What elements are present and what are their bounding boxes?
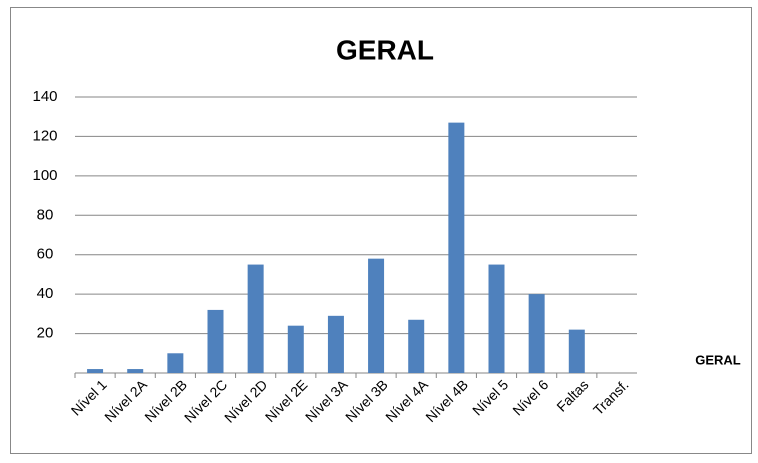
y-tick-label: 60 [37, 246, 54, 263]
bar [167, 353, 184, 373]
bar [368, 258, 385, 373]
bar [448, 122, 465, 373]
bar [87, 369, 104, 373]
y-tick-label: 80 [37, 206, 54, 223]
y-tick-label: 120 [32, 127, 57, 144]
y-tick-label: 40 [37, 285, 54, 302]
bar [568, 329, 585, 373]
chart-title: GERAL [336, 34, 434, 65]
bar [408, 319, 425, 373]
y-tick-label: 140 [32, 88, 57, 105]
bar [127, 369, 144, 373]
bar [327, 315, 344, 373]
y-tick-label: 100 [32, 167, 57, 184]
bar [287, 325, 304, 373]
y-tick-label: 20 [37, 325, 54, 342]
chart-border [10, 7, 752, 454]
legend-label: GERAL [695, 352, 741, 367]
bar [528, 294, 545, 373]
bar [207, 309, 224, 373]
bar [247, 264, 264, 373]
bar [488, 264, 505, 373]
